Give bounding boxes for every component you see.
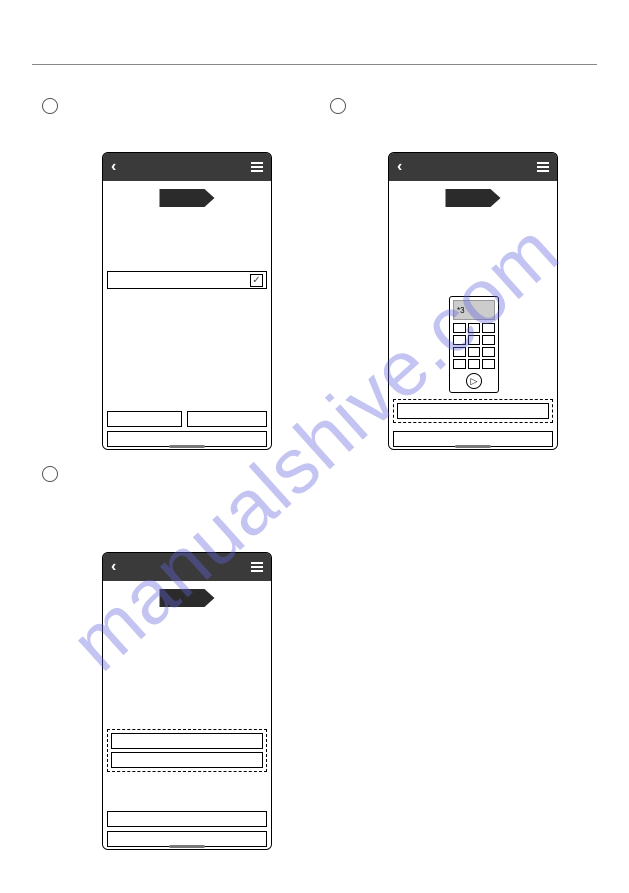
phone-mockup-3: ‹ [102, 552, 272, 850]
page-divider [32, 64, 597, 65]
back-icon[interactable]: ‹ [397, 158, 402, 176]
dashed-row-group [107, 729, 267, 772]
checkbox-icon[interactable]: ✓ [250, 274, 263, 287]
keypad-display: *3 [453, 300, 495, 320]
step-1-marker [42, 98, 58, 114]
bottom-button-left[interactable] [107, 411, 182, 427]
phone-header: ‹ [389, 153, 557, 181]
keypad-key[interactable] [482, 323, 495, 333]
phone-mockup-1: ‹ ✓ [102, 152, 272, 450]
back-icon[interactable]: ‹ [111, 158, 116, 176]
phone-body: ✓ [103, 181, 271, 450]
bottom-button-right[interactable] [187, 411, 267, 427]
option-row[interactable]: ✓ [107, 271, 267, 289]
menu-icon[interactable] [537, 162, 549, 172]
keypad-grid [453, 323, 495, 369]
keypad-key[interactable] [482, 335, 495, 345]
step-2-marker [330, 98, 346, 114]
inner-row[interactable] [111, 733, 263, 749]
dashed-row-group [393, 399, 553, 423]
phone-header: ‹ [103, 153, 271, 181]
inner-row[interactable] [397, 403, 549, 419]
keypad-key[interactable] [468, 347, 481, 357]
keypad-key[interactable] [453, 347, 466, 357]
phone-mockup-2: ‹ *3 ▷ [388, 152, 558, 450]
phone-header: ‹ [103, 553, 271, 581]
keypad-action-icon[interactable]: ▷ [466, 373, 482, 389]
home-indicator [455, 445, 491, 448]
step-3-marker [42, 466, 58, 482]
back-icon[interactable]: ‹ [111, 558, 116, 576]
bottom-button[interactable] [107, 811, 267, 827]
keypad-key[interactable] [453, 335, 466, 345]
home-indicator [169, 845, 205, 848]
keypad-key[interactable] [453, 323, 466, 333]
keypad-key[interactable] [453, 359, 466, 369]
menu-icon[interactable] [251, 562, 263, 572]
keypad-key[interactable] [482, 347, 495, 357]
phone-body: *3 ▷ [389, 181, 557, 450]
menu-icon[interactable] [251, 162, 263, 172]
arrow-banner [446, 189, 501, 207]
keypad-key[interactable] [468, 335, 481, 345]
arrow-banner [160, 189, 215, 207]
arrow-banner [160, 589, 215, 607]
keypad-panel: *3 ▷ [449, 296, 499, 393]
keypad-key[interactable] [482, 359, 495, 369]
inner-row[interactable] [111, 752, 263, 768]
home-indicator [169, 445, 205, 448]
phone-body [103, 581, 271, 850]
keypad-key[interactable] [468, 359, 481, 369]
keypad-key[interactable] [468, 323, 481, 333]
